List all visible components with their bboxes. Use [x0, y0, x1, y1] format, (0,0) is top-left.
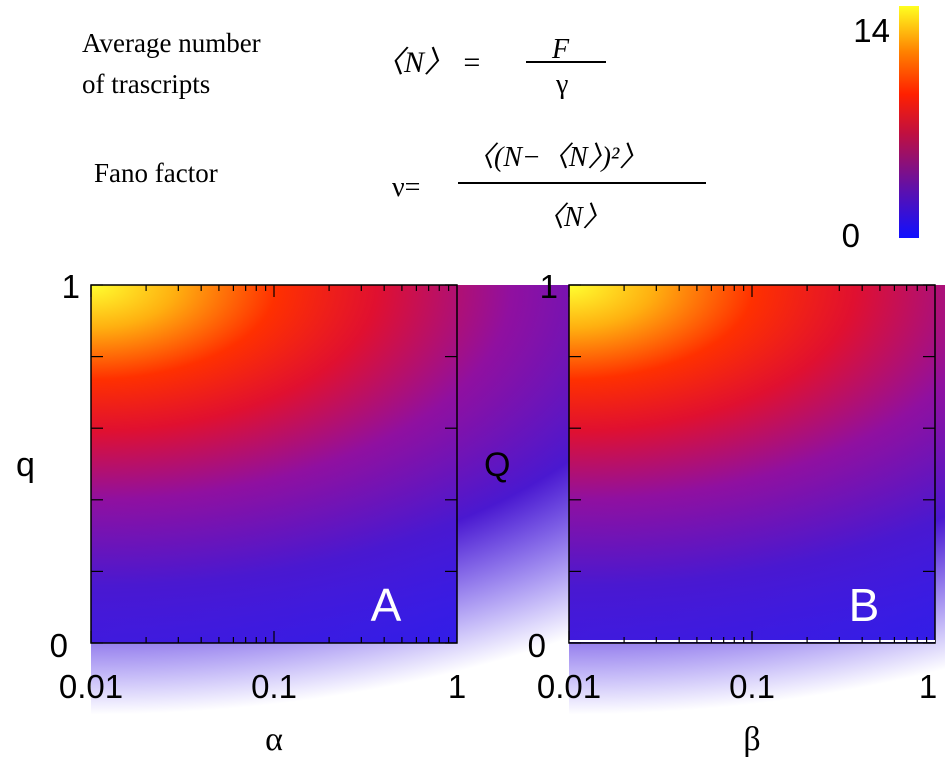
panel-b-xtick-0: 0.01	[537, 668, 601, 705]
colorbar-min-label: 0	[842, 217, 860, 254]
panel-a-xtick-1: 0.1	[251, 668, 297, 705]
colorbar-max-label: 14	[853, 12, 890, 49]
avg-formula-num: F	[551, 34, 570, 65]
panel-b-xtick-1: 0.1	[729, 668, 775, 705]
panel-a-ylabel: q	[16, 446, 35, 484]
panel-a-xlabel: α	[265, 721, 283, 758]
panel-a-xtick-0: 0.01	[59, 668, 123, 705]
panel-a-ytick-1: 1	[62, 268, 80, 305]
panel-b-ylabel: Q	[484, 446, 510, 484]
avg-label-line2: of trascripts	[82, 69, 210, 99]
heatmap-b-hotspot	[569, 285, 945, 715]
colorbar-gradient	[899, 6, 919, 238]
panel-b-label: B	[849, 579, 880, 631]
fano-formula-lhs: ν=	[392, 172, 420, 203]
panel-b-xlabel: β	[743, 721, 760, 758]
avg-label-line1: Average number	[82, 28, 261, 58]
heatmap-a-ticks	[90, 284, 457, 644]
fano-formula-num: 〈(N−〈N〉)²〉	[466, 142, 647, 173]
panel-a-ytick-0: 0	[50, 627, 68, 664]
fano-label: Fano factor	[94, 158, 218, 188]
panel-a-xtick-2: 1	[448, 668, 466, 705]
fano-formula-den: 〈N〉	[536, 202, 611, 233]
avg-formula-den: γ	[555, 69, 568, 100]
legend-text: Average number of trascripts 〈N〉 = F γ F…	[82, 28, 706, 233]
panel-a-label: A	[371, 579, 402, 631]
panel-b-ytick-0: 0	[528, 627, 546, 664]
panel-b-xtick-2: 1	[919, 668, 937, 705]
heatmap-b-ticks	[568, 284, 935, 644]
avg-formula-lhs: 〈N〉 =	[374, 46, 482, 79]
colorbar: 14 0	[842, 6, 919, 254]
heatmap-panel-b: B 1 0 0.01 0.1 1 β Q	[484, 268, 945, 758]
panel-b-ytick-1: 1	[540, 268, 558, 305]
